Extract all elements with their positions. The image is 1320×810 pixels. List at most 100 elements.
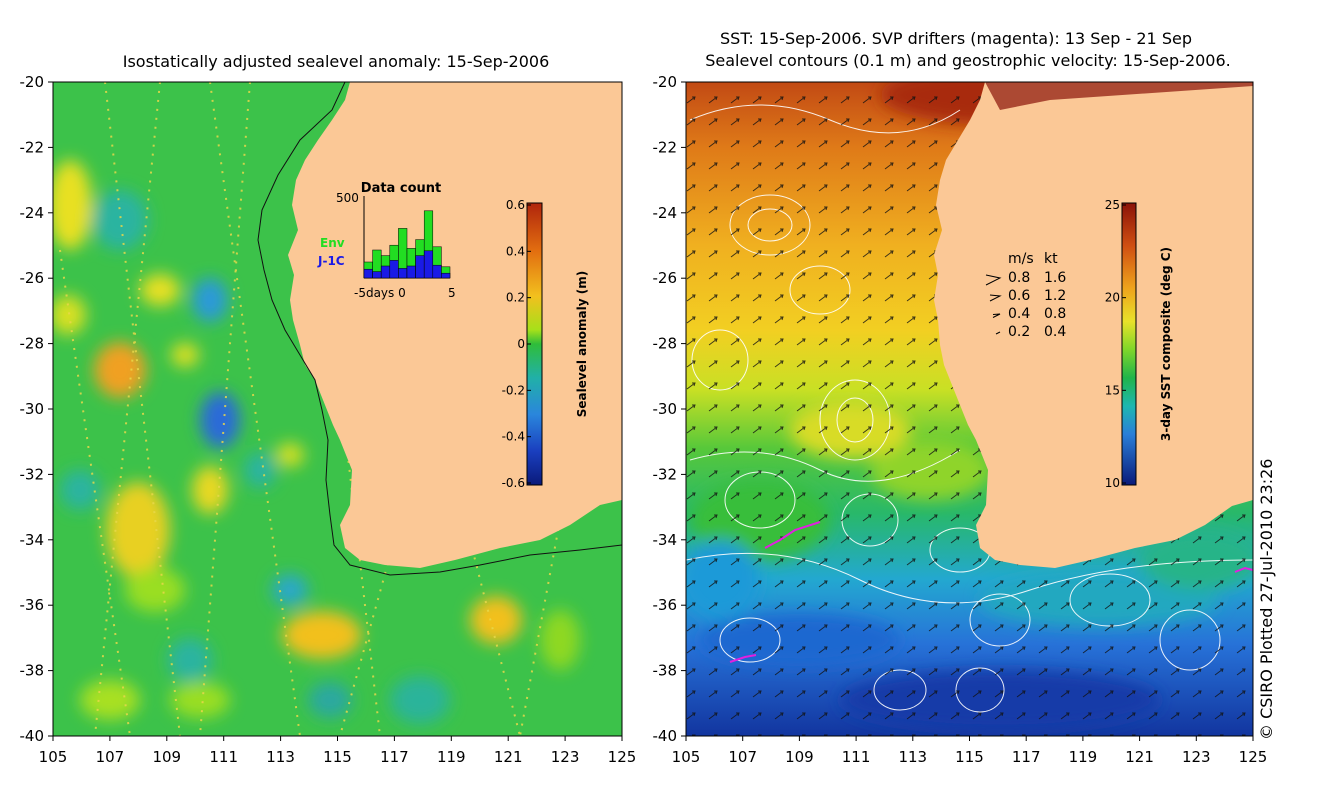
sla-colorbar-tick-label: -0.6 xyxy=(502,476,525,490)
sla-colorbar-tick-label: 0.6 xyxy=(506,198,525,212)
right-y-tick-label: -38 xyxy=(653,662,678,680)
right-y-tick-label: -22 xyxy=(653,138,678,156)
speed-legend-ms: 0.4 xyxy=(1008,306,1030,322)
right-x-tick-label: 123 xyxy=(1182,748,1211,766)
right-y-tick-label: -34 xyxy=(653,531,678,549)
sla-colorbar-tick-label: 0 xyxy=(517,337,525,351)
right-y-tick-label: -20 xyxy=(653,73,678,91)
right-panel-title-line2: Sealevel contours (0.1 m) and geostrophi… xyxy=(705,51,1231,70)
left-y-tick-label: -36 xyxy=(20,596,45,614)
inset-bar-j1c xyxy=(372,271,382,279)
left-x-tick-label: 121 xyxy=(494,748,523,766)
right-y-tick-label: -30 xyxy=(653,400,678,418)
speed-legend-kt: 0.4 xyxy=(1044,324,1066,340)
inset-bar-j1c xyxy=(380,265,391,279)
left-x-tick-label: 109 xyxy=(152,748,181,766)
inset-bar-j1c xyxy=(423,250,434,279)
inset-bar-j1c xyxy=(406,265,416,279)
inset-bar-j1c xyxy=(432,264,442,279)
inset-y-max-label: 500 xyxy=(336,191,359,205)
inset-x-label: -5days 0 xyxy=(354,286,406,300)
sla-colorbar-label: Sealevel anomaly (m) xyxy=(575,271,589,417)
left-y-tick-label: -20 xyxy=(20,73,45,91)
left-x-tick-label: 105 xyxy=(39,748,68,766)
shelf-contour xyxy=(257,82,622,576)
inset-bar-j1c xyxy=(363,268,373,279)
speed-legend-ms: 0.2 xyxy=(1008,324,1030,340)
speed-legend-arrow xyxy=(985,274,1002,286)
sla-colorbar-tick-label: -0.4 xyxy=(502,430,525,444)
left-y-tick-label: -26 xyxy=(20,269,45,287)
right-x-tick-label: 119 xyxy=(1069,748,1098,766)
sst-colorbar-tick-label: 20 xyxy=(1105,291,1120,305)
right-panel-title-line1: SST: 15-Sep-2006. SVP drifters (magenta)… xyxy=(720,29,1192,48)
inset-bar-j1c xyxy=(415,255,425,279)
right-x-tick-label: 109 xyxy=(785,748,814,766)
right-x-tick-label: 115 xyxy=(955,748,984,766)
right-map xyxy=(686,82,1253,736)
sst-colorbar-tick-label: 10 xyxy=(1105,476,1120,490)
right-y-tick-label: -24 xyxy=(653,204,678,222)
sla-colorbar-tick-label: -0.2 xyxy=(502,383,525,397)
speed-legend-header-ms: m/s xyxy=(1008,251,1034,267)
left-y-tick-label: -22 xyxy=(20,138,45,156)
speed-legend-kt: 1.6 xyxy=(1044,270,1066,286)
anomaly-blobs xyxy=(53,160,580,724)
inset-legend-j1c: J-1C xyxy=(317,254,345,268)
right-x-tick-label: 107 xyxy=(728,748,757,766)
left-y-tick-label: -32 xyxy=(20,465,45,483)
right-x-tick-label: 125 xyxy=(1239,748,1268,766)
speed-legend-kt: 1.2 xyxy=(1044,288,1066,304)
speed-legend-ms: 0.8 xyxy=(1008,270,1030,286)
left-panel-title: Isostatically adjusted sealevel anomaly:… xyxy=(123,52,550,71)
left-y-tick-label: -24 xyxy=(20,204,45,222)
csiro-credit: © CSIRO Plotted 27-Jul-2010 23:26 xyxy=(1257,459,1276,740)
inset-bar-j1c xyxy=(441,272,451,279)
sla-colorbar-tick-label: 0.4 xyxy=(506,244,525,258)
nw-shelf-warm-water xyxy=(985,82,1253,110)
left-axes: 105 107 109 111 113 115 117 119 121 123 125 -20 -22 -… xyxy=(20,73,637,766)
inset-bar-j1c xyxy=(398,268,408,279)
speed-legend-arrow xyxy=(992,313,1001,318)
right-y-tick-label: -32 xyxy=(653,465,678,483)
left-x-tick-label: 111 xyxy=(209,748,238,766)
right-x-tick-label: 111 xyxy=(842,748,871,766)
left-x-tick-label: 125 xyxy=(608,748,637,766)
inset-bars xyxy=(363,210,451,279)
australia-landmass-right xyxy=(934,82,1253,568)
right-x-tick-label: 105 xyxy=(672,748,701,766)
right-axes: 105 107 109 111 113 115 117 119 121 123 125 -20 -22 -… xyxy=(653,73,1268,766)
inset-bar-j1c xyxy=(389,260,399,279)
sst-colorbar-tick-label: 25 xyxy=(1105,198,1120,212)
sla-colorbar: 0.6 0.4 0.2 0 -0.2 -0.4 -0.6 Sealevel anomaly … xyxy=(502,198,589,490)
left-x-tick-label: 115 xyxy=(323,748,352,766)
left-x-tick-label: 123 xyxy=(551,748,580,766)
right-y-tick-label: -36 xyxy=(653,596,678,614)
inset-title: Data count xyxy=(361,181,441,196)
sla-colorbar-tick-label: 0.2 xyxy=(506,291,525,305)
right-x-tick-label: 117 xyxy=(1012,748,1041,766)
sst-colorbar-label: 3-day SST composite (deg C) xyxy=(1159,247,1173,441)
right-x-tick-label: 121 xyxy=(1125,748,1154,766)
right-y-tick-label: -40 xyxy=(653,727,678,745)
inset-x-right-label: 5 xyxy=(448,286,456,300)
speed-legend: m/s kt 0.8 1.6 0.6 1.2 0.4 0.8 0.2 0.4 xyxy=(985,251,1066,340)
sst-colorbar-tick-label: 15 xyxy=(1105,383,1120,397)
speed-legend-kt: 0.8 xyxy=(1044,306,1066,322)
left-y-tick-label: -28 xyxy=(20,335,45,353)
inset-legend-env: Env xyxy=(320,236,345,250)
svp-drifter-tracks xyxy=(729,521,1253,663)
left-x-tick-label: 113 xyxy=(266,748,295,766)
right-x-tick-label: 113 xyxy=(898,748,927,766)
left-x-tick-label: 117 xyxy=(380,748,409,766)
speed-legend-arrow xyxy=(995,331,1001,335)
left-y-tick-label: -34 xyxy=(20,531,45,549)
left-x-tick-label: 119 xyxy=(437,748,466,766)
right-y-tick-label: -28 xyxy=(653,335,678,353)
left-y-tick-label: -40 xyxy=(20,727,45,745)
speed-legend-arrow xyxy=(989,294,1002,302)
sst-colorbar: 25 20 15 10 3-day SST composite (deg C) xyxy=(1105,198,1173,490)
right-y-tick-label: -26 xyxy=(653,269,678,287)
data-count-inset: Data count 500 Env J-1C -5days 0 5 xyxy=(317,181,456,300)
